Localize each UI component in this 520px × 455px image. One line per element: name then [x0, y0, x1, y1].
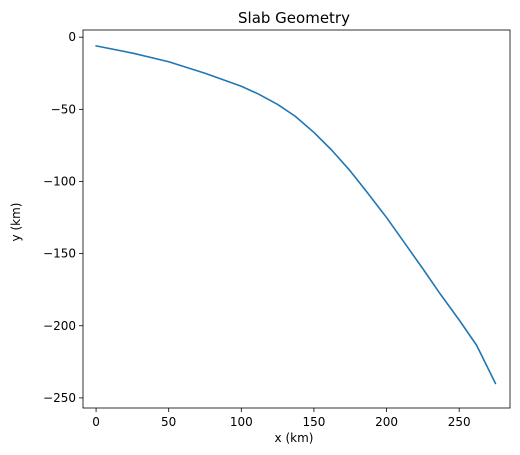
x-axis: 0 50 100 150 200 250: [92, 408, 471, 429]
plot-frame: [82, 29, 511, 409]
y-tick-label: −50: [51, 102, 76, 116]
y-tick-label: −150: [43, 247, 76, 261]
plot-area: [95, 45, 497, 385]
series-line-0: [95, 45, 497, 385]
chart-title: Slab Geometry: [238, 9, 350, 27]
y-tick-label: 0: [68, 30, 76, 44]
y-tick-label: −200: [43, 319, 76, 333]
y-axis: 0 −50 −100 −150 −200 −250: [43, 30, 83, 405]
x-tick-label: 100: [230, 415, 253, 429]
x-tick-label: 200: [375, 415, 398, 429]
x-tick-label: 250: [448, 415, 471, 429]
x-axis-label: x (km): [275, 431, 314, 445]
x-tick-label: 150: [302, 415, 325, 429]
y-tick-label: −250: [43, 391, 76, 405]
y-tick-label: −100: [43, 174, 76, 188]
x-tick-label: 50: [161, 415, 176, 429]
x-tick-label: 0: [92, 415, 100, 429]
y-axis-label: y (km): [9, 203, 23, 242]
